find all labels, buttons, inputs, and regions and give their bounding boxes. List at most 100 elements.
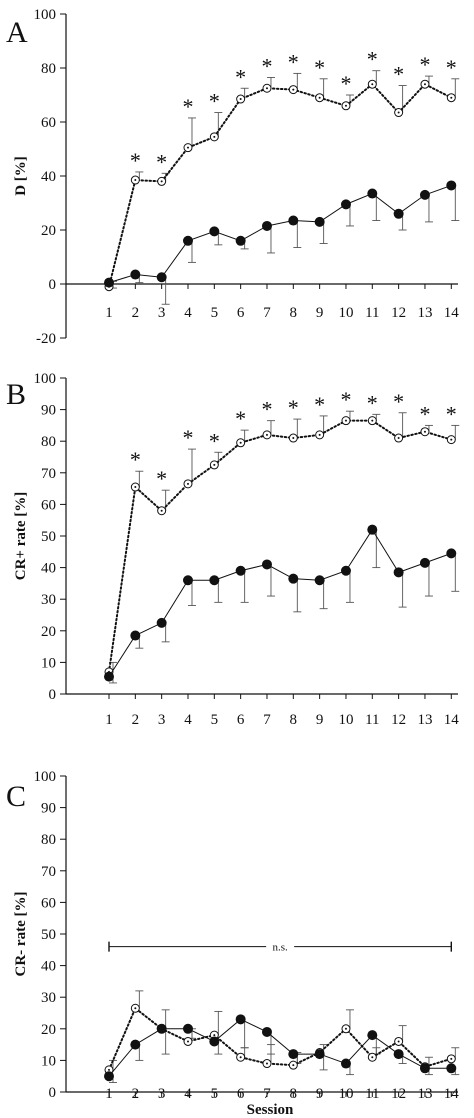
x-tick-label: 9	[316, 712, 324, 728]
point-filled-circle	[367, 524, 378, 535]
point-filled-circle	[182, 235, 193, 246]
x-tick-label: 12	[391, 712, 406, 728]
x-tick-label: 13	[417, 712, 432, 728]
point-open-circle-dot	[239, 1056, 242, 1059]
y-tick-label: 10	[41, 655, 56, 671]
point-filled-circle	[130, 1039, 141, 1050]
x-tick-label: 12	[391, 305, 406, 321]
y-axis-title: D [%]	[13, 156, 29, 196]
point-open-circle-dot	[423, 430, 426, 433]
point-filled-circle	[182, 1023, 193, 1034]
point-open-circle-dot	[108, 1068, 110, 1071]
x-tick-label: 14	[444, 305, 460, 321]
y-tick-label: 50	[41, 927, 56, 943]
point-filled-circle	[446, 180, 457, 191]
point-filled-circle	[156, 272, 167, 283]
x-tick-label: 3	[158, 305, 166, 321]
x-tick-label: 10	[338, 1086, 353, 1102]
point-filled-circle	[314, 216, 325, 227]
x-tick-label: 7	[263, 305, 271, 321]
significance-star: *	[130, 148, 141, 173]
x-tick-label: 8	[290, 305, 298, 321]
significance-star: *	[130, 447, 141, 472]
y-tick-label: 40	[41, 959, 56, 975]
x-tick-label: 10	[338, 712, 353, 728]
y-tick-label: 20	[41, 624, 56, 640]
x-tick-label: 10	[338, 305, 353, 321]
panel-letter: B	[6, 378, 26, 411]
y-tick-label: 20	[41, 223, 56, 239]
y-axis-title: CR- rate [%]	[13, 892, 29, 977]
point-open-circle-dot	[450, 96, 453, 99]
point-filled-circle	[156, 617, 167, 628]
x-tick-label: 4	[184, 712, 192, 728]
x-tick-label: 14	[444, 712, 460, 728]
point-filled-circle	[446, 1063, 457, 1074]
y-tick-label: 0	[49, 277, 57, 293]
y-tick-label: 30	[41, 592, 56, 608]
y-tick-label: 70	[41, 864, 56, 880]
x-tick-label: 1	[105, 712, 113, 728]
point-filled-circle	[393, 567, 404, 578]
point-filled-circle	[182, 575, 193, 586]
y-tick-label: 30	[41, 990, 56, 1006]
y-tick-label: 80	[41, 434, 56, 450]
significance-star: *	[156, 149, 167, 174]
point-filled-circle	[419, 189, 430, 200]
point-filled-circle	[104, 277, 114, 288]
point-open-circle-dot	[160, 180, 163, 183]
x-tick-label: 6	[237, 305, 245, 321]
point-filled-circle	[130, 630, 141, 641]
point-open-circle-dot	[371, 419, 374, 422]
point-filled-circle	[209, 1036, 220, 1047]
x-tick-label: 2	[132, 1086, 140, 1102]
point-filled-circle	[314, 1049, 325, 1060]
significance-star: *	[235, 64, 246, 89]
y-tick-label: 60	[41, 895, 56, 911]
y-tick-label: 90	[41, 403, 56, 419]
point-filled-circle	[340, 565, 351, 576]
point-filled-circle	[288, 573, 299, 584]
point-open-circle-dot	[265, 87, 268, 90]
significance-star: *	[261, 53, 272, 78]
y-tick-label: 100	[34, 371, 57, 387]
point-open-circle-dot	[186, 146, 189, 149]
y-tick-label: 60	[41, 497, 56, 513]
point-filled-circle	[235, 565, 246, 576]
x-tick-label: 1	[105, 1086, 113, 1102]
point-filled-circle	[104, 1071, 114, 1082]
series-line-dotted	[108, 419, 453, 673]
x-tick-label: 13	[417, 305, 432, 321]
x-tick-label: 1	[105, 305, 113, 321]
point-open-circle-dot	[344, 1027, 347, 1030]
y-tick-label: 40	[41, 169, 56, 185]
point-filled-circle	[261, 1026, 272, 1037]
x-tick-label: 5	[211, 712, 219, 728]
y-tick-label: 10	[41, 1053, 56, 1069]
point-filled-circle	[288, 215, 299, 226]
point-filled-circle	[209, 226, 220, 237]
x-tick-label: 5	[211, 1086, 219, 1102]
point-filled-circle	[340, 199, 351, 210]
point-filled-circle	[288, 1049, 299, 1060]
significance-star: *	[314, 392, 325, 417]
significance-star: *	[340, 71, 351, 96]
point-filled-circle	[261, 559, 272, 570]
y-tick-label: 70	[41, 466, 56, 482]
point-filled-circle	[393, 1049, 404, 1060]
point-open-circle-dot	[450, 1057, 453, 1060]
point-filled-circle	[393, 208, 404, 219]
point-open-circle-dot	[213, 135, 216, 138]
x-tick-label: 4	[184, 1086, 192, 1102]
point-filled-circle	[419, 557, 430, 568]
x-tick-label: 12	[391, 1086, 406, 1102]
significance-star: *	[367, 390, 378, 415]
point-open-circle-dot	[371, 83, 374, 86]
point-open-circle-dot	[397, 437, 400, 440]
point-open-circle-dot	[292, 1064, 295, 1067]
y-tick-label: -20	[36, 331, 56, 347]
significance-star: *	[367, 47, 378, 72]
x-tick-label: 8	[290, 712, 298, 728]
y-tick-label: 80	[41, 61, 56, 77]
point-open-circle-dot	[160, 509, 163, 512]
